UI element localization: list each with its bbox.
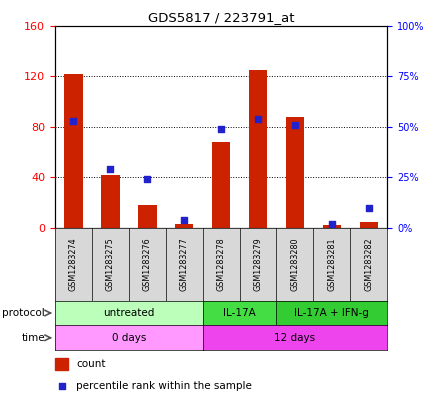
Bar — [359, 222, 378, 228]
Text: GSM1283278: GSM1283278 — [216, 237, 226, 291]
Point — [70, 118, 77, 124]
Text: GSM1283276: GSM1283276 — [143, 237, 152, 291]
Point — [328, 221, 335, 227]
Text: IL-17A + IFN-g: IL-17A + IFN-g — [294, 308, 369, 318]
Text: IL-17A: IL-17A — [223, 308, 256, 318]
Bar — [323, 226, 341, 228]
Bar — [55, 358, 68, 370]
Point — [181, 217, 188, 223]
Point — [254, 116, 261, 122]
Bar — [138, 205, 157, 228]
Text: time: time — [22, 333, 45, 343]
Text: GSM1283282: GSM1283282 — [364, 237, 373, 291]
Text: GSM1283279: GSM1283279 — [253, 237, 263, 291]
Title: GDS5817 / 223791_at: GDS5817 / 223791_at — [148, 11, 294, 24]
Bar — [175, 224, 194, 228]
Bar — [101, 175, 120, 228]
Text: protocol: protocol — [2, 308, 45, 318]
Point — [58, 383, 65, 389]
Text: GSM1283277: GSM1283277 — [180, 237, 189, 291]
Text: 12 days: 12 days — [275, 333, 315, 343]
Text: GSM1283275: GSM1283275 — [106, 237, 115, 291]
Text: percentile rank within the sample: percentile rank within the sample — [76, 381, 252, 391]
Text: GSM1283280: GSM1283280 — [290, 237, 300, 291]
Point — [291, 121, 298, 128]
Bar — [249, 70, 267, 228]
Text: GSM1283274: GSM1283274 — [69, 237, 78, 291]
Text: count: count — [76, 359, 106, 369]
Text: untreated: untreated — [103, 308, 154, 318]
Point — [107, 166, 114, 173]
Bar — [212, 142, 230, 228]
Point — [218, 126, 225, 132]
Bar — [64, 73, 83, 228]
Point — [365, 204, 372, 211]
Point — [144, 176, 151, 182]
Text: 0 days: 0 days — [112, 333, 146, 343]
Bar — [286, 117, 304, 228]
Text: GSM1283281: GSM1283281 — [327, 237, 336, 291]
